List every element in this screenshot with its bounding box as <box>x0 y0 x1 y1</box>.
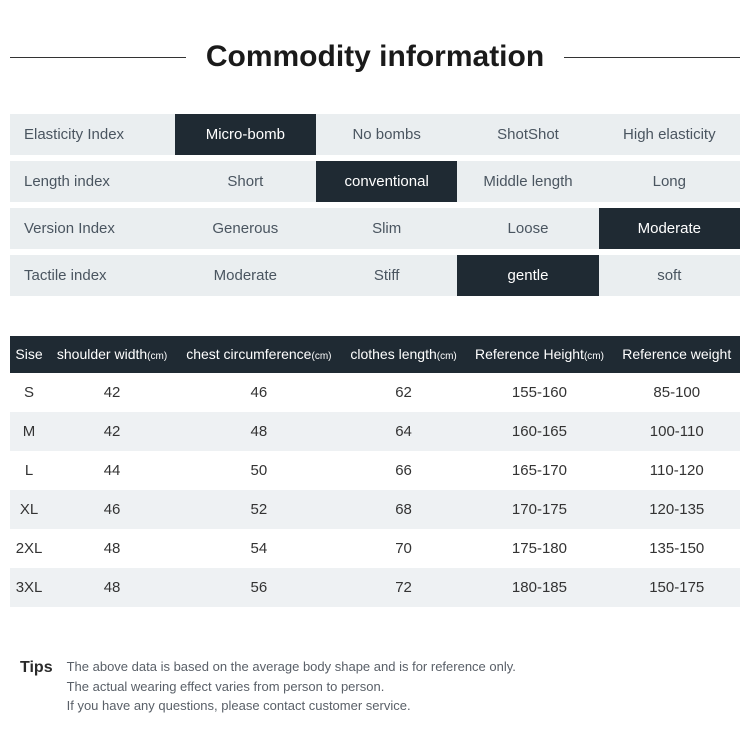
tips-line: The actual wearing effect varies from pe… <box>67 677 516 697</box>
size-cell: 100-110 <box>614 412 741 451</box>
size-cell: XL <box>10 490 48 529</box>
index-row: Version IndexGenerousSlimLooseModerate <box>10 208 740 249</box>
index-option: conventional <box>316 161 457 202</box>
size-table-header-row: Siseshoulder width(cm)chest circumferenc… <box>10 336 740 373</box>
size-cell: 48 <box>176 412 342 451</box>
size-cell: 135-150 <box>614 529 741 568</box>
size-cell: 46 <box>176 373 342 412</box>
size-cell: S <box>10 373 48 412</box>
index-option: Moderate <box>175 255 316 296</box>
size-cell: 3XL <box>10 568 48 607</box>
size-cell: 56 <box>176 568 342 607</box>
index-option: Middle length <box>457 161 598 202</box>
size-cell: 48 <box>48 568 176 607</box>
size-cell: 50 <box>176 451 342 490</box>
tips-line: If you have any questions, please contac… <box>67 696 516 716</box>
size-cell: 64 <box>342 412 466 451</box>
index-row-label: Tactile index <box>10 255 175 296</box>
size-header-cell: Sise <box>10 336 48 373</box>
index-table: Elasticity IndexMicro-bombNo bombsShotSh… <box>10 114 740 296</box>
page-title-row: Commodity information <box>10 40 740 74</box>
index-option: No bombs <box>316 114 457 155</box>
size-header-cell: Reference weight <box>614 336 741 373</box>
size-cell: 175-180 <box>465 529 613 568</box>
index-option: ShotShot <box>457 114 598 155</box>
size-row: 2XL485470175-180135-150 <box>10 529 740 568</box>
size-table: Siseshoulder width(cm)chest circumferenc… <box>10 336 740 607</box>
size-cell: 165-170 <box>465 451 613 490</box>
size-header-cell: Reference Height(cm) <box>465 336 613 373</box>
index-row: Tactile indexModerateStiffgentlesoft <box>10 255 740 296</box>
size-cell: 42 <box>48 412 176 451</box>
size-header-cell: chest circumference(cm) <box>176 336 342 373</box>
index-option: soft <box>599 255 740 296</box>
size-row: 3XL485672180-185150-175 <box>10 568 740 607</box>
size-cell: 44 <box>48 451 176 490</box>
size-row: M424864160-165100-110 <box>10 412 740 451</box>
size-cell: 48 <box>48 529 176 568</box>
size-row: L445066165-170110-120 <box>10 451 740 490</box>
title-rule-right <box>564 57 740 58</box>
title-rule-left <box>10 57 186 58</box>
index-row-label: Length index <box>10 161 175 202</box>
tips-section: Tips The above data is based on the aver… <box>10 657 740 716</box>
size-cell: 85-100 <box>614 373 741 412</box>
size-cell: 66 <box>342 451 466 490</box>
index-row-label: Version Index <box>10 208 175 249</box>
size-cell: 180-185 <box>465 568 613 607</box>
index-option: Moderate <box>599 208 740 249</box>
index-option: High elasticity <box>599 114 740 155</box>
index-option: gentle <box>457 255 598 296</box>
index-option: Short <box>175 161 316 202</box>
size-cell: 72 <box>342 568 466 607</box>
size-header-cell: clothes length(cm) <box>342 336 466 373</box>
index-option: Long <box>599 161 740 202</box>
index-row: Length indexShortconventionalMiddle leng… <box>10 161 740 202</box>
tips-label: Tips <box>20 657 67 716</box>
tips-body: The above data is based on the average b… <box>67 657 516 716</box>
page-title: Commodity information <box>186 40 564 74</box>
size-cell: 170-175 <box>465 490 613 529</box>
size-cell: 160-165 <box>465 412 613 451</box>
size-cell: 150-175 <box>614 568 741 607</box>
size-cell: 120-135 <box>614 490 741 529</box>
size-cell: M <box>10 412 48 451</box>
index-row-label: Elasticity Index <box>10 114 175 155</box>
size-cell: 62 <box>342 373 466 412</box>
size-cell: 52 <box>176 490 342 529</box>
index-option: Stiff <box>316 255 457 296</box>
size-cell: 42 <box>48 373 176 412</box>
size-cell: 110-120 <box>614 451 741 490</box>
size-cell: 2XL <box>10 529 48 568</box>
size-row: XL465268170-175120-135 <box>10 490 740 529</box>
size-row: S424662155-16085-100 <box>10 373 740 412</box>
size-cell: 46 <box>48 490 176 529</box>
tips-line: The above data is based on the average b… <box>67 657 516 677</box>
index-option: Slim <box>316 208 457 249</box>
size-header-cell: shoulder width(cm) <box>48 336 176 373</box>
size-cell: L <box>10 451 48 490</box>
index-option: Loose <box>457 208 598 249</box>
index-option: Micro-bomb <box>175 114 316 155</box>
size-cell: 68 <box>342 490 466 529</box>
index-option: Generous <box>175 208 316 249</box>
size-cell: 155-160 <box>465 373 613 412</box>
size-cell: 70 <box>342 529 466 568</box>
size-cell: 54 <box>176 529 342 568</box>
index-row: Elasticity IndexMicro-bombNo bombsShotSh… <box>10 114 740 155</box>
